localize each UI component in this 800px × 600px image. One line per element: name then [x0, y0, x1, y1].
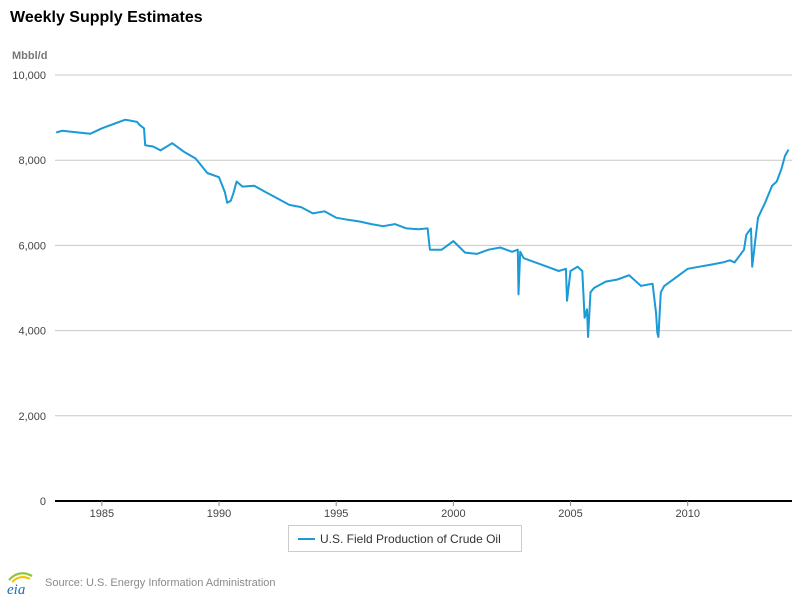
y-tick-label-4000: 4,000 — [18, 326, 46, 338]
chart-title: Weekly Supply Estimates — [10, 9, 203, 26]
x-tick-label-1995: 1995 — [324, 508, 348, 520]
legend-item-crude-oil-production[interactable]: U.S. Field Production of Crude Oil — [320, 531, 501, 546]
y-axis-unit-label: Mbbl/d — [12, 50, 47, 62]
grid-lines — [55, 74, 792, 502]
footer: eia Source: U.S. Energy Information Admi… — [6, 570, 276, 596]
source-note: Source: U.S. Energy Information Administ… — [45, 577, 276, 589]
x-tick-label-2000: 2000 — [441, 508, 465, 520]
x-axis-ticks: 1985 1990 1995 2000 2005 2010 — [90, 501, 700, 520]
series-group — [55, 118, 790, 338]
x-tick-label-1985: 1985 — [90, 508, 114, 520]
y-tick-label-2000: 2,000 — [18, 411, 46, 423]
y-tick-label-10000: 10,000 — [12, 70, 46, 82]
logo-wordmark: eia — [7, 582, 25, 596]
eia-logo-icon[interactable]: eia — [6, 570, 36, 596]
y-tick-label-6000: 6,000 — [18, 240, 46, 252]
series-line-crude-oil-production[interactable] — [55, 118, 790, 338]
x-tick-label-1990: 1990 — [207, 508, 231, 520]
x-tick-label-2010: 2010 — [675, 508, 699, 520]
y-tick-label-0: 0 — [40, 496, 46, 508]
chart-plot-area: 0 2,000 4,000 6,000 8,000 10,000 1985 1990 1995… — [12, 50, 792, 520]
y-axis-ticks: 0 2,000 4,000 6,000 8,000 10,000 — [12, 70, 46, 508]
x-tick-label-2005: 2005 — [558, 508, 582, 520]
legend-line-swatch — [298, 537, 315, 540]
y-tick-label-8000: 8,000 — [18, 155, 46, 167]
legend[interactable]: U.S. Field Production of Crude Oil — [288, 525, 522, 552]
